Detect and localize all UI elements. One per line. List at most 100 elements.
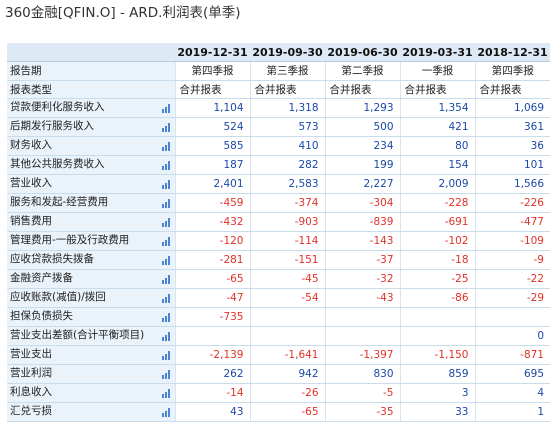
table-row: 营业利润 262 942 830 859 695 [7,364,550,385]
table-row: 金融资产拨备 -65 -45 -32 -25 -22 [7,269,550,290]
bar-chart-icon[interactable] [161,123,171,133]
bar-chart-icon[interactable] [161,218,171,228]
bar-chart-icon[interactable] [161,408,171,418]
bar-chart-icon[interactable] [161,199,171,209]
value-cell [249,307,325,328]
value-cell: -1,397 [324,345,400,366]
value-cell: 0 [474,326,550,347]
bar-chart-icon[interactable] [161,104,171,114]
row-label: 应收账款(减值)/拨回 [10,291,106,304]
value-cell: -2,139 [174,345,250,366]
value-cell: -47 [174,288,250,309]
value-cell: -143 [324,231,400,252]
bar-chart-icon[interactable] [161,256,171,266]
row-label: 管理费用-一般及行政费用 [10,234,130,247]
value-cell: 3 [399,383,475,404]
value-cell: 1,293 [324,98,400,119]
bar-chart-icon[interactable] [161,370,171,380]
column-header[interactable]: 2019-03-31 [400,43,475,63]
value-cell: 524 [174,117,250,138]
value-cell: 410 [249,136,325,157]
column-header[interactable]: 2018-12-31 [475,43,550,63]
column-header[interactable]: 2019-12-31 [175,43,250,63]
bar-chart-icon[interactable] [161,313,171,323]
column-header[interactable]: 2019-09-30 [250,43,325,63]
value-cell: 1,354 [399,98,475,119]
table-row: 财务收入 585 410 234 80 36 [7,136,550,157]
column-header[interactable]: 2019-06-30 [325,43,400,63]
row-label: 应收贷款损失拨备 [10,253,94,266]
row-label-cell: 贷款便利化服务收入 [7,98,175,119]
value-cell: 942 [249,364,325,385]
value-cell: 1,318 [249,98,325,119]
table-cell: 第四季报 [474,61,550,81]
table-cell: 第二季报 [324,61,400,81]
value-cell: 573 [249,117,325,138]
table-row: 担保负债损失 -735 [7,307,550,328]
row-label-cell: 后期发行服务收入 [7,117,175,138]
table-cell: 合并报表 [324,80,400,100]
value-cell: -5 [324,383,400,404]
value-cell: -871 [474,345,550,366]
row-label-cell: 应收账款(减值)/拨回 [7,288,175,309]
table-row: 其他公共服务费收入 187 282 199 154 101 [7,155,550,176]
bar-chart-icon[interactable] [161,351,171,361]
bar-chart-icon[interactable] [161,142,171,152]
value-cell: -226 [474,193,550,214]
value-cell: -18 [399,250,475,271]
row-label: 金融资产拨备 [10,272,73,285]
value-cell: -477 [474,212,550,233]
value-cell [399,307,475,328]
value-cell: -65 [174,269,250,290]
table-row: 服务和发起-经营费用 -459 -374 -304 -228 -226 [7,193,550,214]
table-cell: 一季报 [399,61,475,81]
page-title: 360金融[QFIN.O] - ARD.利润表(单季) [5,5,241,21]
value-cell: 421 [399,117,475,138]
value-cell [324,307,400,328]
table-row: 贷款便利化服务收入 1,104 1,318 1,293 1,354 1,069 [7,98,550,119]
row-label: 汇兑亏损 [10,405,52,418]
row-label-cell: 营业利润 [7,364,175,385]
bar-chart-icon[interactable] [161,332,171,342]
value-cell: 234 [324,136,400,157]
row-label-cell: 营业支出 [7,345,175,366]
table-cell: 合并报表 [174,80,250,100]
value-cell: -459 [174,193,250,214]
table-row: 营业支出差额(合计平衡项目) 0 [7,326,550,347]
value-cell: -114 [249,231,325,252]
value-cell: -691 [399,212,475,233]
table-cell: 合并报表 [399,80,475,100]
table-row: 后期发行服务收入 524 573 500 421 361 [7,117,550,138]
value-cell: -25 [399,269,475,290]
value-cell: -432 [174,212,250,233]
value-cell [249,326,325,347]
value-cell: 80 [399,136,475,157]
value-cell: -839 [324,212,400,233]
value-cell: -735 [174,307,250,328]
row-label: 服务和发起-经营费用 [10,196,109,209]
bar-chart-icon[interactable] [161,161,171,171]
value-cell: -14 [174,383,250,404]
value-cell: -54 [249,288,325,309]
row-label: 报表类型 [7,80,175,100]
row-label: 报告期 [7,61,175,81]
value-cell: 2,227 [324,174,400,195]
table-cell: 合并报表 [249,80,325,100]
row-label-cell: 金融资产拨备 [7,269,175,290]
bar-chart-icon[interactable] [161,180,171,190]
bar-chart-icon[interactable] [161,237,171,247]
bar-chart-icon[interactable] [161,275,171,285]
value-cell: 500 [324,117,400,138]
value-cell: 695 [474,364,550,385]
value-cell: -37 [324,250,400,271]
value-cell: -102 [399,231,475,252]
value-cell: 2,401 [174,174,250,195]
value-cell: 1,104 [174,98,250,119]
bar-chart-icon[interactable] [161,294,171,304]
bar-chart-icon[interactable] [161,389,171,399]
table-row: 报告期 第四季报 第三季报 第二季报 一季报 第四季报 [7,61,550,81]
row-label: 其他公共服务费收入 [10,158,105,171]
value-cell: 585 [174,136,250,157]
row-label: 贷款便利化服务收入 [10,101,105,114]
value-cell: 36 [474,136,550,157]
